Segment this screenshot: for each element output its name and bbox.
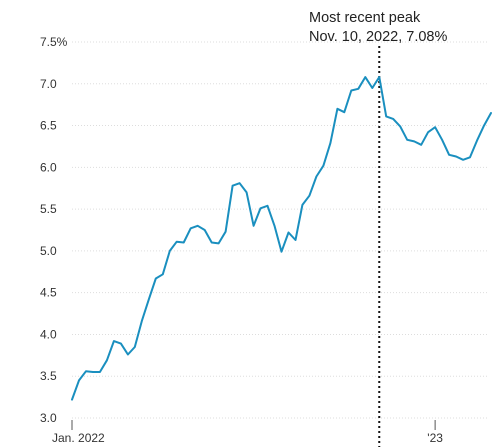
y-tick-label: 5.0 (40, 244, 57, 258)
annotation-line-1: Most recent peak (309, 10, 421, 26)
y-tick-label: 6.5 (40, 119, 57, 133)
x-tick-label: '23 (427, 431, 443, 445)
series-line (71, 76, 492, 401)
y-tick-label: 4.5 (40, 286, 57, 300)
y-tick-label: 7.0 (40, 77, 57, 91)
y-tick-label: 3.5 (40, 369, 57, 383)
series-line-layer (71, 76, 492, 401)
x-tick-label: Jan. 2022 (52, 431, 105, 445)
y-tick-label: 4.0 (40, 327, 57, 341)
peak-annotation: Most recent peak Nov. 10, 2022, 7.08% (309, 10, 447, 45)
y-tick-label: 3.0 (40, 411, 57, 425)
chart-gridlines (72, 41, 488, 419)
x-axis-ticks: Jan. 2022 '23 (52, 420, 443, 445)
annotation-line-2: Nov. 10, 2022, 7.08% (309, 29, 447, 45)
y-tick-label: 6.0 (40, 160, 57, 174)
y-tick-label: 7.5% (40, 35, 68, 49)
y-axis-tick-labels: 3.0 3.5 4.0 4.5 5.0 5.5 6.0 6.5 7.0 7.5% (40, 35, 68, 425)
y-tick-label: 5.5 (40, 202, 57, 216)
